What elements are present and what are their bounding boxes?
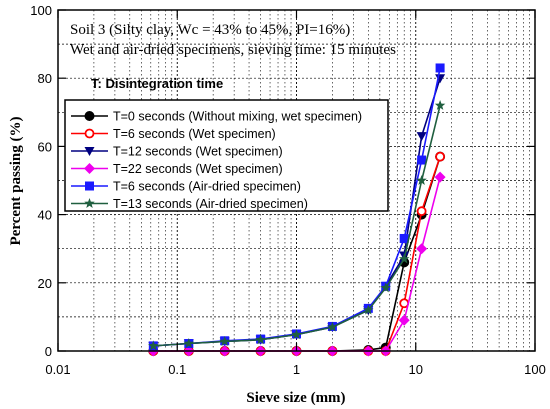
legend-box [64,99,389,212]
data-point [363,304,374,315]
annotation-block: Soil 3 (Silty clay, Wc = 43% to 45%, PI=… [70,22,396,91]
data-point [183,338,195,348]
legend-label: T=22 seconds (Wet specimen) [113,162,283,176]
legend-marker [84,163,95,174]
legend-entry: T=6 seconds (Wet specimen) [71,127,276,141]
legend: T=0 seconds (Without mixing, wet specime… [64,99,389,212]
y-tick-label: 40 [38,208,52,223]
axis-ticks: 0.01 0.1 1 10 100 0 20 40 60 80 100 [30,3,546,377]
legend-label: T=6 seconds (Wet specimen) [113,127,276,141]
data-point [327,321,338,332]
data-point [398,314,410,326]
series-6 [148,99,446,351]
legend-entry: T=0 seconds (Without mixing, wet specime… [71,110,362,124]
data-point [398,253,410,264]
y-tick-label: 100 [30,3,52,18]
data-point [380,282,391,293]
x-tick-label: 0.1 [168,362,186,377]
data-point [399,233,409,243]
data-point [416,206,427,217]
data-point [416,132,427,142]
legend-entry: T=6 seconds (Air-dried specimen) [71,180,301,194]
legend-entry: T=13 seconds (Air-dried specimen) [71,197,308,211]
legend-label: T=13 seconds (Air-dried specimen) [113,197,308,211]
data-point [435,63,445,73]
data-point [148,340,159,351]
data-point [416,175,427,185]
data-point [291,329,302,340]
data-point [219,335,230,346]
data-point [434,171,446,183]
legend-marker [84,128,95,139]
y-tick-label: 0 [45,344,52,359]
x-tick-label: 10 [409,362,423,377]
legend-label: T=6 seconds (Air-dried specimen) [113,180,301,194]
data-point [434,99,446,110]
data-point [417,155,427,165]
annotation-line-1: Soil 3 (Silty clay, Wc = 43% to 45%, PI=… [70,22,350,38]
data-point [435,151,445,162]
legend-entry: T=22 seconds (Wet specimen) [71,162,283,176]
x-axis-label: Sieve size (mm) [246,390,345,406]
y-axis-label: Percent passing (%) [8,117,24,246]
legend-marker [85,181,94,191]
data-point [416,243,428,255]
annotation-line-2: Wet and air-dried specimens, sieving tim… [70,42,396,58]
x-tick-label: 100 [524,362,546,377]
legend-marker [84,198,95,208]
legend-label: T=12 seconds (Wet specimen) [113,145,283,159]
annotation-line-3: T: Disintegration time [91,76,223,91]
y-tick-label: 60 [38,139,52,154]
data-point [255,334,266,345]
x-tick-label: 0.01 [45,362,70,377]
y-tick-label: 80 [38,71,52,86]
legend-marker [84,147,95,156]
legend-label: T=0 seconds (Without mixing, wet specime… [113,110,362,124]
legend-entry: T=12 seconds (Wet specimen) [71,145,283,159]
x-tick-label: 1 [293,362,300,377]
legend-marker [84,111,95,121]
y-tick-label: 20 [38,276,52,291]
